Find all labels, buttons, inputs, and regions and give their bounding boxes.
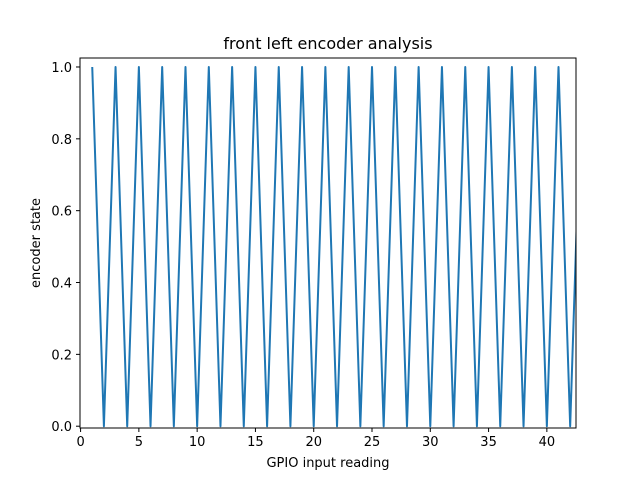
series-layer [91, 65, 576, 428]
plot-frame [79, 57, 577, 429]
x-tick-label: 25 [364, 435, 381, 450]
x-tick-label: 20 [305, 435, 322, 450]
x-tick-label: 0 [76, 435, 84, 450]
x-tick-label: 35 [480, 435, 497, 450]
x-axis: 0 5 10 15 20 25 30 35 40 [76, 428, 555, 450]
y-axis-label: encoder state [29, 198, 44, 288]
y-tick-label: 0.4 [51, 277, 72, 292]
y-tick-label: 0.8 [51, 133, 72, 148]
series-line-0 [91, 65, 576, 428]
x-tick-label: 15 [247, 435, 264, 450]
x-tick-label: 10 [189, 435, 206, 450]
y-tick-label: 0.2 [51, 348, 72, 363]
y-tick-label: 0.6 [51, 205, 72, 220]
x-tick-label: 30 [422, 435, 439, 450]
x-axis-label: GPIO input reading [266, 456, 389, 471]
x-tick-label: 40 [539, 435, 556, 450]
chart-title: front left encoder analysis [223, 34, 432, 53]
y-tick-label: 0.0 [51, 420, 72, 435]
y-axis: 0.0 0.2 0.4 0.6 0.8 1.0 [51, 61, 80, 435]
y-tick-label: 1.0 [51, 61, 72, 76]
x-tick-label: 5 [135, 435, 143, 450]
